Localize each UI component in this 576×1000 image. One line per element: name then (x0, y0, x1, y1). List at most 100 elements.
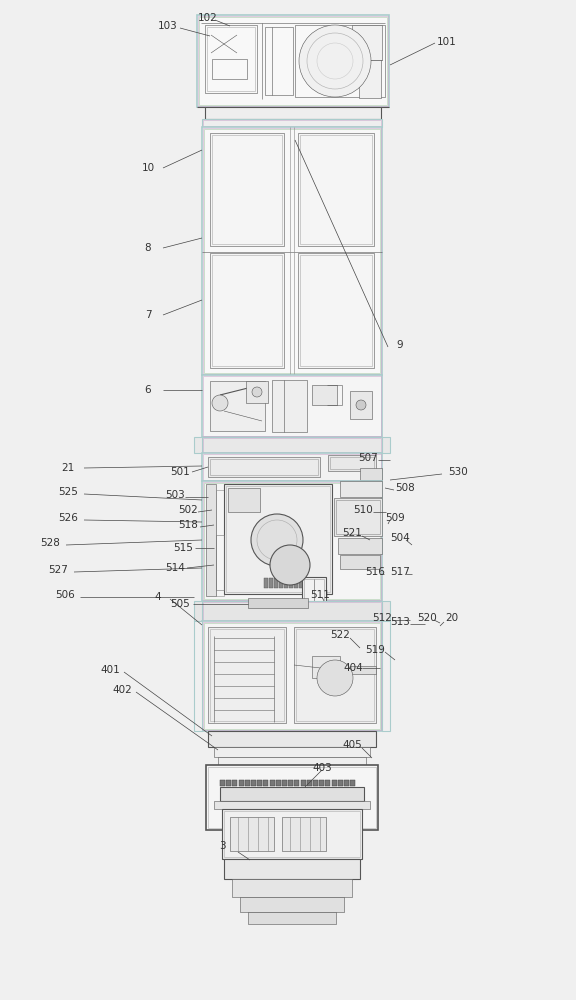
Bar (214, 801, 370, 809)
Text: 3: 3 (219, 841, 225, 851)
Text: 511: 511 (310, 590, 330, 600)
Bar (208, 731, 376, 747)
Bar (352, 25, 382, 60)
Bar (338, 780, 343, 786)
Bar (340, 481, 382, 497)
Bar (203, 438, 381, 452)
Bar (276, 780, 281, 786)
Bar (304, 578, 308, 588)
Text: 9: 9 (397, 340, 403, 350)
Bar (220, 787, 364, 801)
Bar (226, 780, 231, 786)
Bar (207, 27, 255, 91)
Bar (312, 656, 340, 678)
Text: 530: 530 (448, 467, 468, 477)
Bar (224, 811, 360, 857)
Bar (212, 59, 247, 79)
Text: 516: 516 (365, 567, 385, 577)
Text: 509: 509 (385, 513, 405, 523)
Text: 522: 522 (330, 630, 350, 640)
Text: 518: 518 (178, 520, 198, 530)
Bar (307, 780, 312, 786)
Text: 517: 517 (390, 567, 410, 577)
Bar (301, 780, 306, 786)
Bar (203, 454, 381, 480)
Bar (218, 757, 366, 765)
Bar (205, 25, 257, 93)
Bar (284, 578, 288, 588)
Bar (248, 598, 308, 608)
Bar (319, 780, 324, 786)
Bar (210, 629, 284, 721)
Text: 513: 513 (390, 617, 410, 627)
Bar (298, 133, 374, 246)
Text: 503: 503 (165, 490, 185, 500)
Bar (382, 601, 390, 621)
Bar (330, 457, 374, 469)
Bar (312, 385, 337, 405)
Text: 510: 510 (353, 505, 373, 515)
Bar (238, 780, 244, 786)
Text: 520: 520 (417, 613, 437, 623)
Bar (359, 60, 381, 98)
Circle shape (212, 395, 228, 411)
Text: 508: 508 (395, 483, 415, 493)
Text: 507: 507 (358, 453, 378, 463)
Bar (270, 780, 275, 786)
Text: 515: 515 (173, 543, 193, 553)
Bar (203, 622, 381, 730)
Bar (210, 381, 265, 431)
Bar (274, 578, 278, 588)
Bar (203, 376, 381, 436)
Bar (202, 601, 382, 621)
Bar (309, 578, 313, 588)
Bar (299, 578, 303, 588)
Bar (328, 455, 376, 471)
Bar (272, 380, 307, 432)
Bar (279, 578, 283, 588)
Bar (338, 538, 382, 554)
Text: 505: 505 (170, 599, 190, 609)
Bar (295, 25, 385, 97)
Bar (210, 459, 318, 475)
Bar (334, 498, 382, 536)
Bar (226, 486, 330, 592)
Bar (325, 780, 331, 786)
Bar (251, 780, 256, 786)
Text: 7: 7 (145, 310, 151, 320)
Bar (220, 780, 225, 786)
Text: 8: 8 (145, 243, 151, 253)
Circle shape (299, 25, 371, 97)
Text: 519: 519 (365, 645, 385, 655)
Bar (203, 128, 381, 374)
Bar (212, 135, 282, 244)
Bar (248, 912, 336, 924)
Bar (294, 578, 298, 588)
Text: 502: 502 (178, 505, 198, 515)
Bar (206, 765, 378, 830)
Bar (216, 490, 224, 596)
Circle shape (252, 387, 262, 397)
Bar (194, 621, 202, 731)
Text: 504: 504 (390, 533, 410, 543)
Circle shape (270, 545, 310, 585)
Text: 527: 527 (48, 565, 68, 575)
Text: 21: 21 (62, 463, 75, 473)
Bar (296, 629, 374, 721)
Bar (240, 897, 344, 912)
Text: 20: 20 (445, 613, 458, 623)
Bar (203, 120, 381, 126)
Text: 514: 514 (165, 563, 185, 573)
Text: 4: 4 (155, 592, 161, 602)
Bar (203, 482, 381, 600)
Bar (344, 780, 349, 786)
Bar (202, 119, 382, 127)
Text: 506: 506 (55, 590, 75, 600)
Bar (288, 780, 293, 786)
Bar (210, 133, 284, 246)
Bar (304, 579, 324, 625)
Bar (332, 780, 336, 786)
Bar (360, 468, 382, 480)
Bar (245, 780, 250, 786)
Bar (300, 135, 372, 244)
